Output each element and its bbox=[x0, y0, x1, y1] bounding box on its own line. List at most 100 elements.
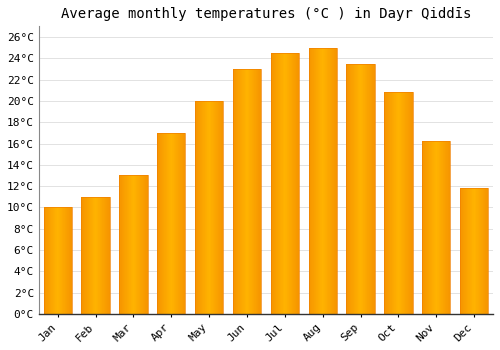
Bar bbox=[321, 48, 322, 314]
Bar bbox=[317, 48, 318, 314]
Bar bbox=[128, 175, 129, 314]
Bar bbox=[373, 64, 374, 314]
Bar bbox=[296, 53, 297, 314]
Bar bbox=[157, 133, 186, 314]
Bar bbox=[445, 141, 446, 314]
Bar bbox=[449, 141, 450, 314]
Bar bbox=[144, 175, 145, 314]
Bar bbox=[242, 69, 243, 314]
Bar bbox=[309, 48, 310, 314]
Bar bbox=[410, 92, 411, 314]
Bar bbox=[127, 175, 128, 314]
Bar bbox=[99, 197, 100, 314]
Bar bbox=[183, 133, 184, 314]
Bar bbox=[288, 53, 289, 314]
Bar bbox=[389, 92, 390, 314]
Bar bbox=[147, 175, 148, 314]
Bar bbox=[108, 197, 109, 314]
Bar bbox=[136, 175, 137, 314]
Bar bbox=[350, 64, 351, 314]
Bar bbox=[106, 197, 107, 314]
Bar bbox=[322, 48, 324, 314]
Bar bbox=[61, 208, 62, 314]
Bar bbox=[386, 92, 387, 314]
Bar bbox=[195, 101, 196, 314]
Bar bbox=[220, 101, 221, 314]
Bar bbox=[422, 141, 450, 314]
Bar bbox=[318, 48, 320, 314]
Bar bbox=[260, 69, 261, 314]
Bar bbox=[44, 208, 72, 314]
Bar bbox=[395, 92, 396, 314]
Bar bbox=[210, 101, 211, 314]
Bar bbox=[483, 188, 484, 314]
Bar bbox=[55, 208, 56, 314]
Bar bbox=[324, 48, 325, 314]
Bar bbox=[135, 175, 136, 314]
Bar bbox=[406, 92, 407, 314]
Bar bbox=[248, 69, 250, 314]
Bar bbox=[137, 175, 138, 314]
Bar bbox=[143, 175, 144, 314]
Bar bbox=[384, 92, 412, 314]
Bar bbox=[391, 92, 392, 314]
Bar bbox=[385, 92, 386, 314]
Bar bbox=[364, 64, 365, 314]
Bar bbox=[363, 64, 364, 314]
Bar bbox=[295, 53, 296, 314]
Bar bbox=[201, 101, 202, 314]
Bar bbox=[120, 175, 121, 314]
Bar bbox=[51, 208, 52, 314]
Bar bbox=[238, 69, 239, 314]
Bar bbox=[346, 64, 375, 314]
Bar bbox=[252, 69, 253, 314]
Bar bbox=[433, 141, 434, 314]
Bar bbox=[88, 197, 89, 314]
Bar bbox=[443, 141, 444, 314]
Bar bbox=[291, 53, 292, 314]
Bar bbox=[405, 92, 406, 314]
Bar bbox=[250, 69, 251, 314]
Bar bbox=[133, 175, 134, 314]
Bar bbox=[367, 64, 368, 314]
Bar bbox=[256, 69, 257, 314]
Bar bbox=[71, 208, 72, 314]
Bar bbox=[180, 133, 181, 314]
Bar bbox=[361, 64, 362, 314]
Bar bbox=[173, 133, 174, 314]
Bar bbox=[423, 141, 424, 314]
Bar bbox=[211, 101, 212, 314]
Bar bbox=[312, 48, 313, 314]
Bar bbox=[253, 69, 254, 314]
Bar bbox=[474, 188, 476, 314]
Bar bbox=[283, 53, 284, 314]
Bar bbox=[469, 188, 470, 314]
Bar bbox=[159, 133, 160, 314]
Bar bbox=[212, 101, 213, 314]
Bar bbox=[142, 175, 143, 314]
Bar bbox=[315, 48, 316, 314]
Bar bbox=[484, 188, 485, 314]
Bar bbox=[91, 197, 92, 314]
Bar bbox=[465, 188, 466, 314]
Bar bbox=[208, 101, 209, 314]
Bar bbox=[64, 208, 65, 314]
Bar bbox=[94, 197, 95, 314]
Bar bbox=[424, 141, 425, 314]
Bar bbox=[314, 48, 315, 314]
Bar bbox=[462, 188, 463, 314]
Bar bbox=[278, 53, 279, 314]
Bar bbox=[284, 53, 285, 314]
Bar bbox=[96, 197, 98, 314]
Bar bbox=[372, 64, 373, 314]
Bar bbox=[298, 53, 299, 314]
Bar bbox=[233, 69, 234, 314]
Bar bbox=[466, 188, 468, 314]
Bar bbox=[272, 53, 273, 314]
Bar bbox=[477, 188, 478, 314]
Bar bbox=[182, 133, 183, 314]
Bar bbox=[98, 197, 99, 314]
Bar bbox=[162, 133, 163, 314]
Bar bbox=[398, 92, 399, 314]
Bar bbox=[330, 48, 331, 314]
